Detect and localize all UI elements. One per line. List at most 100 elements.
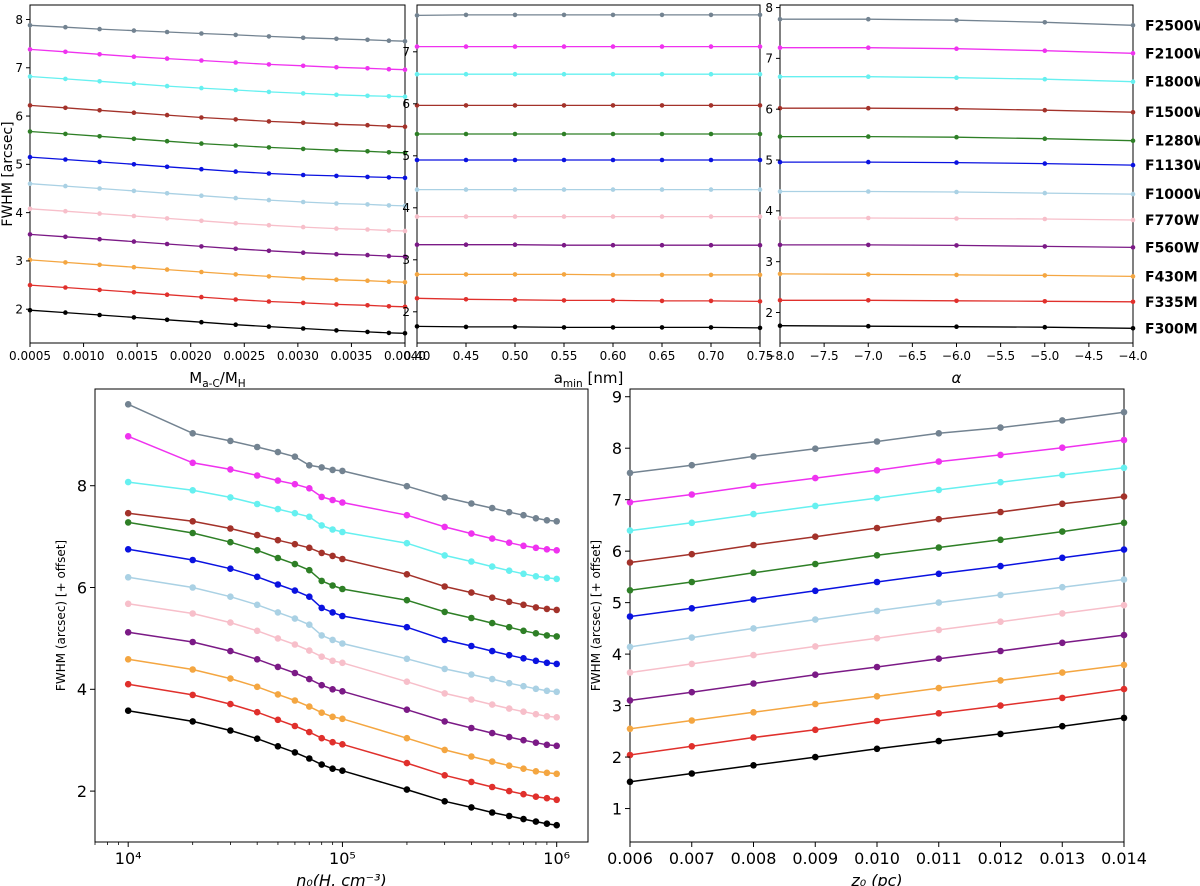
data-point <box>414 296 420 301</box>
data-point <box>300 63 306 69</box>
data-point <box>520 511 527 519</box>
data-point <box>414 214 420 219</box>
data-point <box>750 651 757 659</box>
data-point <box>505 598 513 606</box>
data-point <box>1130 217 1136 223</box>
data-point <box>266 299 272 304</box>
data-point <box>414 324 420 329</box>
data-point <box>97 52 102 57</box>
data-point <box>750 734 757 741</box>
data-point <box>334 226 339 231</box>
data-point <box>253 500 261 508</box>
y-tick-label: 3 <box>402 253 410 267</box>
data-point <box>561 131 567 137</box>
data-point <box>505 762 513 769</box>
data-point <box>468 589 475 596</box>
data-point <box>233 143 238 148</box>
data-point <box>365 202 370 207</box>
series-F2500W <box>777 16 1136 28</box>
data-point <box>935 570 943 578</box>
data-point <box>463 12 469 18</box>
x-tick-label: 0.011 <box>916 849 962 868</box>
data-point <box>414 71 420 77</box>
data-point <box>812 533 819 540</box>
data-point <box>512 272 518 277</box>
x-tick-label: 0.60 <box>600 349 627 363</box>
data-point <box>688 461 696 469</box>
y-tick-label: 2 <box>765 306 773 320</box>
series-line <box>416 297 761 303</box>
x-tick-label: 0.0040 <box>384 349 426 363</box>
data-point <box>468 696 475 703</box>
series-F2100W <box>27 47 408 72</box>
data-point <box>997 424 1004 431</box>
data-point <box>777 271 783 277</box>
data-point <box>365 227 370 232</box>
data-point <box>688 491 696 498</box>
data-point <box>386 253 392 259</box>
data-point <box>532 544 540 552</box>
data-point <box>441 494 449 501</box>
data-point <box>199 319 204 325</box>
x-tick-label: −5.0 <box>1030 349 1059 363</box>
series-F430M <box>27 257 408 285</box>
data-point <box>164 164 170 170</box>
x-tick-label: −8.0 <box>765 349 794 363</box>
data-point <box>626 643 634 651</box>
x-axis-label: n₀(H. cm⁻³) <box>296 871 386 886</box>
data-point <box>1042 107 1048 113</box>
data-point <box>318 761 326 768</box>
data-point <box>873 552 881 559</box>
data-point <box>300 35 306 41</box>
data-point <box>441 552 449 559</box>
data-point <box>274 691 282 698</box>
data-point <box>659 187 665 192</box>
data-point <box>386 150 392 155</box>
data-point <box>274 554 282 562</box>
data-point <box>233 195 238 201</box>
data-point <box>954 160 959 165</box>
data-point <box>488 535 496 542</box>
data-point <box>561 242 567 248</box>
data-point <box>386 38 392 43</box>
series-F300M <box>124 707 560 829</box>
y-tick-label: 2 <box>402 305 410 319</box>
data-point <box>124 629 132 636</box>
data-point <box>274 609 282 616</box>
series-F300M <box>777 323 1136 331</box>
data-point <box>318 522 326 529</box>
data-point <box>532 604 540 611</box>
x-tick-label: 0.0015 <box>116 349 158 363</box>
series-F770W <box>124 600 560 721</box>
series-F1130W <box>777 159 1136 168</box>
data-point <box>414 131 420 137</box>
data-point <box>318 709 326 716</box>
series-F1000W <box>124 574 560 696</box>
y-tick-label: 1 <box>612 799 622 818</box>
data-point <box>199 31 204 36</box>
data-point <box>131 239 137 244</box>
series-F430M <box>124 656 560 778</box>
data-point <box>488 783 496 791</box>
data-point <box>124 509 132 517</box>
data-point <box>997 591 1004 599</box>
data-point <box>329 496 336 504</box>
data-point <box>463 324 469 330</box>
data-point <box>97 134 102 139</box>
series-F770W <box>414 214 763 219</box>
data-point <box>997 478 1004 486</box>
data-point <box>997 702 1004 709</box>
y-axis-label: FWHM (arcsec) [+ offset] <box>589 540 603 691</box>
x-tick-label: 0.006 <box>607 849 653 868</box>
x-tick-label: 0.012 <box>978 849 1024 868</box>
legend-entry-F2100W: F2100W <box>1145 46 1200 62</box>
data-point <box>164 191 170 196</box>
data-point <box>954 324 959 330</box>
data-point <box>688 605 696 612</box>
data-point <box>291 560 299 568</box>
data-point <box>757 242 763 248</box>
data-point <box>812 445 819 453</box>
data-point <box>402 38 408 44</box>
data-point <box>777 323 783 329</box>
data-point <box>954 272 959 278</box>
